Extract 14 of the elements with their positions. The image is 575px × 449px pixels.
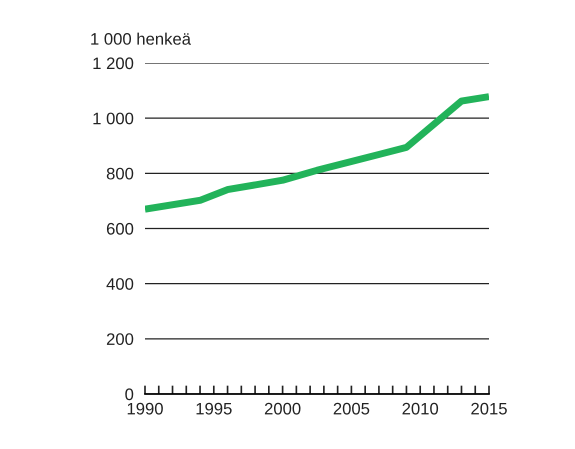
y-tick-label: 800 (106, 168, 134, 180)
x-tick-label: 2005 (334, 402, 370, 415)
y-axis-title: 1 000 henkeä (91, 32, 191, 45)
y-tick-label: 600 (106, 222, 134, 235)
y-tick-label: 0 (125, 388, 134, 400)
y-tick-label: 200 (106, 333, 134, 346)
x-tick-label: 2010 (402, 402, 438, 415)
x-tick-label: 1995 (196, 402, 232, 415)
y-tick-label: 400 (106, 278, 134, 290)
x-tick-label: 1990 (128, 402, 163, 415)
y-tick-label: 1 200 (93, 57, 134, 70)
x-tick-label: 2015 (471, 402, 507, 415)
y-tick-label: 1 000 (93, 112, 134, 124)
x-tick-label: 2000 (264, 402, 300, 415)
